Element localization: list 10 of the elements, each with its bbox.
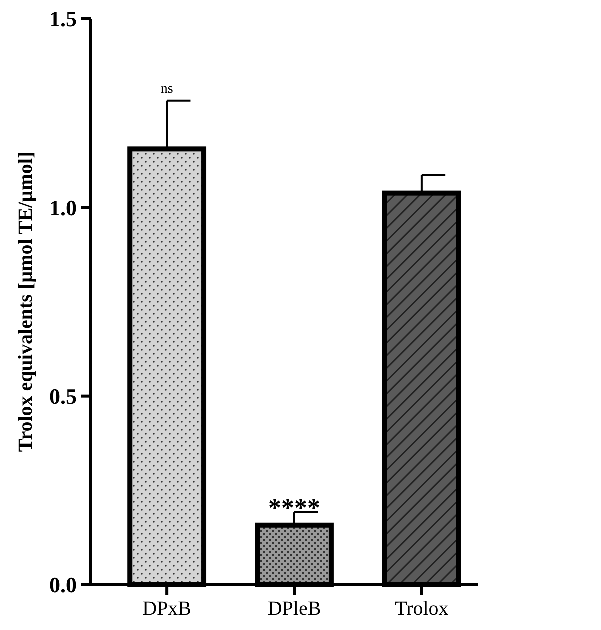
x-tick-label: DPleB xyxy=(268,598,322,620)
x-tick-label: DPxB xyxy=(142,598,192,620)
y-tick-label: 0.5 xyxy=(50,384,77,410)
x-tick-label: Trolox xyxy=(395,598,449,620)
annotation: **** xyxy=(268,493,320,522)
y-tick-label: 1.5 xyxy=(50,6,77,32)
annotation: ns xyxy=(160,82,174,97)
y-tick-label: 0.0 xyxy=(50,572,77,598)
y-tick-label: 1.0 xyxy=(50,195,77,220)
y-axis-title: Trolox equivalents [µmol TE/µmol] xyxy=(15,152,37,452)
